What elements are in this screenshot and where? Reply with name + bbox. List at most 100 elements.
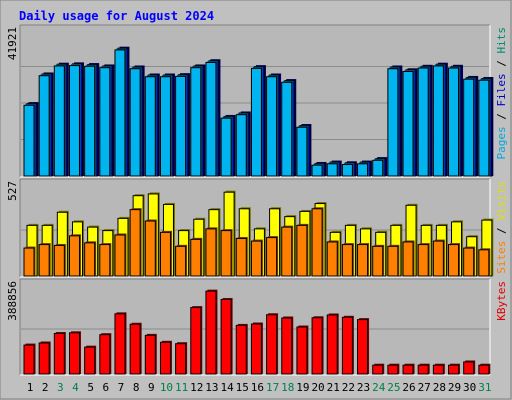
y-max-label: 41921 <box>6 27 19 60</box>
x-tick-label: 12 <box>190 381 203 394</box>
bar-pages-day-8 <box>129 68 141 177</box>
bar-kbytes-day-11 <box>175 343 187 375</box>
x-tick-label: 23 <box>357 381 370 394</box>
legend-part: Hits <box>495 27 508 54</box>
bar-sites-day-8 <box>129 209 141 277</box>
bar-pages-day-31 <box>478 79 490 177</box>
x-tick-label: 14 <box>220 381 234 394</box>
bar-pages-day-22 <box>341 164 353 177</box>
x-tick-label: 26 <box>402 381 415 394</box>
bar-sites-day-22 <box>341 244 353 277</box>
legend-part: Pages <box>495 126 508 159</box>
bar-pages-day-16 <box>250 67 262 177</box>
bar-sites-day-13 <box>205 228 217 277</box>
panel-visits-sites: 527 Sites / Visits <box>6 178 508 278</box>
bar-kbytes-day-9 <box>144 334 156 375</box>
bar-sites-day-19 <box>296 224 308 277</box>
x-tick-label: 9 <box>148 381 155 394</box>
series-sites <box>23 207 491 277</box>
legend-part: / <box>495 221 508 241</box>
bar-pages-day-10 <box>159 76 171 177</box>
bar-kbytes-day-16 <box>250 323 262 375</box>
bar-pages-day-19 <box>296 126 308 177</box>
x-tick-label: 7 <box>118 381 125 394</box>
bar-pages-day-5 <box>84 65 96 177</box>
chart-title: Daily usage for August 2024 <box>19 9 214 23</box>
bar-pages-day-15 <box>235 114 247 177</box>
bar-sites-day-2 <box>38 244 50 277</box>
bar-pages-day-4 <box>68 65 80 177</box>
bar-kbytes-day-26 <box>402 364 414 375</box>
chart-panels: 41921 Pages / Files / Hits 527 Sites / Visi… <box>6 24 508 376</box>
bar-sites-day-23 <box>357 244 369 277</box>
x-tick-label: 30 <box>463 381 476 394</box>
bar-pages-day-20 <box>311 164 323 177</box>
bar-kbytes-day-24 <box>372 364 384 375</box>
bar-sites-day-14 <box>220 230 232 277</box>
bar-sites-day-6 <box>99 244 111 277</box>
bar-pages-day-30 <box>463 78 475 177</box>
bar-sites-day-5 <box>84 242 96 277</box>
bar-sites-day-25 <box>387 245 399 277</box>
legend-part: / <box>495 54 508 74</box>
bar-sites-day-1 <box>23 247 35 277</box>
bar-pages-day-12 <box>190 67 202 177</box>
bar-kbytes-day-5 <box>84 346 96 375</box>
bar-pages-day-7 <box>114 49 126 177</box>
bar-kbytes-day-18 <box>281 317 293 375</box>
x-tick-label: 13 <box>205 381 218 394</box>
bar-sites-day-10 <box>159 231 171 277</box>
bar-sites-day-16 <box>250 240 262 277</box>
bar-pages-day-23 <box>357 163 369 177</box>
bar-pages-day-29 <box>448 67 460 177</box>
bar-kbytes-day-8 <box>129 323 141 375</box>
x-tick-label: 19 <box>296 381 309 394</box>
x-tick-label: 22 <box>342 381 355 394</box>
bar-sites-day-15 <box>235 237 247 277</box>
x-tick-label: 4 <box>72 381 79 394</box>
x-tick-label: 29 <box>448 381 461 394</box>
bar-sites-day-27 <box>417 244 429 277</box>
legend-part: / <box>495 107 508 127</box>
bar-sites-day-11 <box>175 245 187 277</box>
bar-pages-day-2 <box>38 75 50 177</box>
bar-sites-day-18 <box>281 226 293 277</box>
bar-pages-day-11 <box>175 75 187 177</box>
bar-kbytes-day-25 <box>387 364 399 375</box>
bar-kbytes-day-10 <box>159 341 171 375</box>
x-tick-label: 11 <box>175 381 188 394</box>
bar-kbytes-day-6 <box>99 334 111 375</box>
series-kbytes <box>23 289 491 375</box>
bar-pages-day-24 <box>372 159 384 177</box>
bar-kbytes-day-2 <box>38 342 50 375</box>
x-tick-label: 28 <box>433 381 446 394</box>
x-tick-label: 25 <box>387 381 400 394</box>
x-axis-day-labels: 1 2 3 4 5 6 7 8 9 10 11 12 13 14 15 16 17 18 19 20 21 22 23 24 2… <box>27 381 492 394</box>
x-tick-label: 16 <box>251 381 264 394</box>
x-tick-label: 21 <box>327 381 340 394</box>
panel-kbytes: 388856 KBytes <box>6 278 508 376</box>
bar-kbytes-day-20 <box>311 317 323 375</box>
bar-kbytes-day-29 <box>448 364 460 375</box>
bar-pages-day-21 <box>326 163 338 177</box>
x-tick-label: 8 <box>133 381 140 394</box>
bar-pages-day-17 <box>266 76 278 177</box>
bar-kbytes-day-23 <box>357 319 369 375</box>
bar-pages-day-28 <box>432 65 444 177</box>
bar-pages-day-18 <box>281 81 293 177</box>
bar-kbytes-day-22 <box>341 316 353 375</box>
side-legend-label: Sites / Visits <box>495 181 508 274</box>
x-tick-label: 10 <box>160 381 173 394</box>
x-tick-label: 1 <box>27 381 34 394</box>
x-tick-label: 20 <box>311 381 324 394</box>
x-tick-label: 3 <box>57 381 64 394</box>
x-tick-label: 27 <box>418 381 431 394</box>
x-tick-label: 24 <box>372 381 386 394</box>
bar-pages-day-9 <box>144 76 156 177</box>
series-pages <box>23 48 491 177</box>
bar-pages-day-27 <box>417 67 429 177</box>
bar-kbytes-day-28 <box>432 364 444 375</box>
x-tick-label: 2 <box>42 381 49 394</box>
bar-sites-day-28 <box>432 240 444 277</box>
